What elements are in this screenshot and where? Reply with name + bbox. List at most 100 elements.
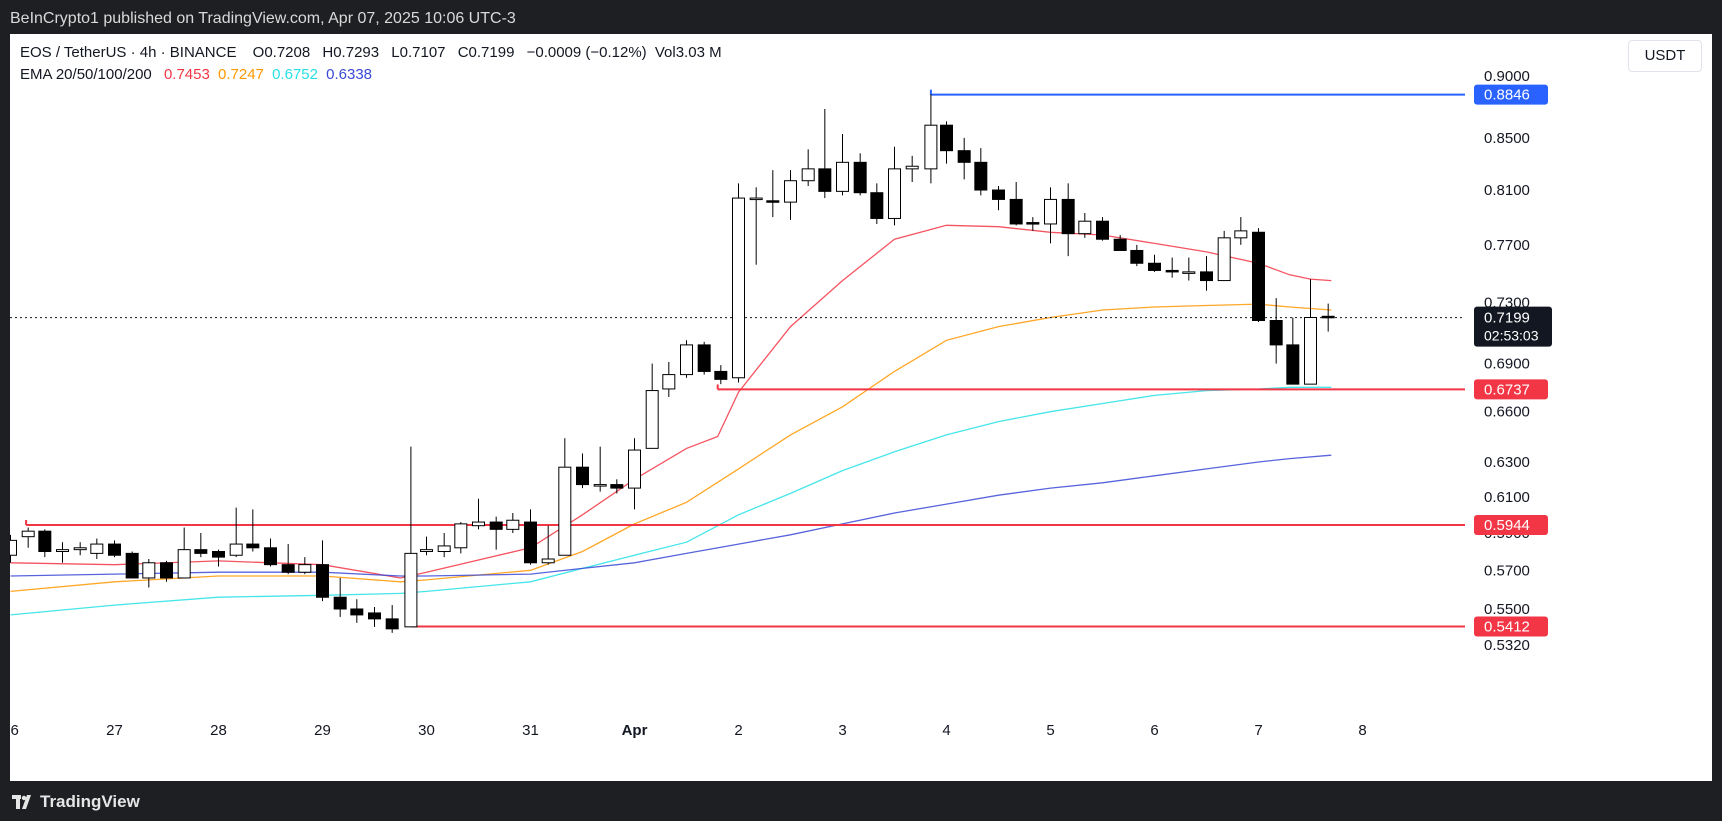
candle-body-58 xyxy=(1009,198,1023,225)
ema-line-3 xyxy=(10,454,1332,577)
y-tick-label-7: 0.6300 xyxy=(1484,454,1530,471)
candle-body-7 xyxy=(125,552,139,579)
ema-legend: EMA 20/50/100/200 0.7453 0.7247 0.6752 0… xyxy=(20,66,376,83)
tradingview-logo[interactable]: TradingView xyxy=(12,792,140,812)
open-value: 0.7208 xyxy=(264,44,311,61)
candle-body-75 xyxy=(1304,316,1317,385)
level-tag-1 xyxy=(1474,379,1548,400)
candle-body-57 xyxy=(992,189,1005,200)
candle-body-19 xyxy=(333,596,347,610)
last-price-value: 0.7199 xyxy=(1484,310,1530,327)
ema-line-0 xyxy=(10,224,1332,579)
candle-body-63 xyxy=(1096,220,1109,240)
candle-body-55 xyxy=(957,150,971,163)
candle-body-8 xyxy=(142,562,156,579)
candle-body-27 xyxy=(472,521,485,527)
candle-body-20 xyxy=(350,608,364,616)
candle-body-61 xyxy=(1061,198,1075,235)
candle-body-23 xyxy=(404,552,418,628)
footer: TradingView xyxy=(0,781,1722,821)
candle-body-2 xyxy=(38,530,52,553)
candle-body-21 xyxy=(368,612,381,620)
candle-body-22 xyxy=(385,618,399,630)
y-tick-label-5: 0.6900 xyxy=(1484,356,1530,373)
x-tick-label-6: Apr xyxy=(622,722,648,739)
x-tick-label-7: 2 xyxy=(734,722,742,739)
candle-body-10 xyxy=(177,549,191,579)
volume-label: Vol xyxy=(654,44,676,61)
last-price-tag xyxy=(1474,306,1552,347)
candle-body-32 xyxy=(558,466,572,556)
x-tick-label-2: 28 xyxy=(210,722,227,739)
low-value: 0.7107 xyxy=(399,44,446,61)
tradingview-icon xyxy=(12,795,31,809)
candle-body-6 xyxy=(108,543,121,556)
x-tick-label-11: 6 xyxy=(1150,722,1158,739)
x-tick-label-10: 5 xyxy=(1046,722,1054,739)
ema-label[interactable]: EMA 20/50/100/200 xyxy=(20,66,152,83)
candle-body-50 xyxy=(870,192,884,219)
ema50-value: 0.7247 xyxy=(218,66,264,83)
high-label: H xyxy=(322,44,334,61)
candle-body-28 xyxy=(489,521,503,530)
footer-brand: TradingView xyxy=(40,792,140,811)
candle-body-51 xyxy=(888,168,901,219)
x-tick-label-13: 8 xyxy=(1358,722,1366,739)
y-tick-label-8: 0.6100 xyxy=(1484,489,1530,506)
chart-panel[interactable]: 0.9000 0.8500 0.8100 0.7700 0.7300 0.6900 0.66… xyxy=(10,34,1712,781)
candle-body-48 xyxy=(836,161,849,192)
candle-body-42 xyxy=(732,197,745,379)
candle-body-68 xyxy=(1182,271,1196,274)
y-tick-label-12: 0.5320 xyxy=(1484,637,1530,654)
candle-body-74 xyxy=(1286,344,1300,385)
level-tag-label-1: 0.6737 xyxy=(1484,381,1530,398)
candle-body-41 xyxy=(714,370,728,380)
candle-body-71 xyxy=(1234,230,1248,239)
candle-body-36 xyxy=(628,449,641,489)
symbol-label[interactable]: EOS / TetherUS · 4h · BINANCE xyxy=(20,44,237,61)
price-chart[interactable]: 0.90000.85000.81000.77000.73000.69000.66… xyxy=(10,34,1712,781)
ema-line-2 xyxy=(10,386,1332,616)
candle-body-49 xyxy=(853,161,867,194)
candle-body-26 xyxy=(454,523,468,549)
candle-body-17 xyxy=(298,564,312,573)
ema-line-1 xyxy=(10,303,1332,593)
y-tick-label-3: 0.7700 xyxy=(1484,237,1530,254)
y-tick-label-2: 0.8100 xyxy=(1484,182,1530,199)
candle-body-29 xyxy=(506,519,520,530)
close-label: C xyxy=(457,44,469,61)
candle-body-39 xyxy=(680,344,693,376)
candle-body-5 xyxy=(90,543,104,554)
ema100-value: 0.6752 xyxy=(272,66,318,83)
y-tick-label-10: 0.5700 xyxy=(1484,562,1530,579)
x-tick-label-12: 7 xyxy=(1254,722,1262,739)
candle-body-3 xyxy=(56,549,69,553)
candle-body-13 xyxy=(229,543,243,556)
change-value: −0.0009 (−0.12%) xyxy=(526,44,647,61)
open-label: O xyxy=(252,44,265,61)
candle-body-65 xyxy=(1130,249,1144,264)
candle-body-72 xyxy=(1252,231,1265,322)
x-tick-label-4: 30 xyxy=(418,722,435,739)
volume-value: 3.03 M xyxy=(675,44,722,61)
last-price-countdown: 02:53:03 xyxy=(1484,328,1539,344)
candle-body-67 xyxy=(1165,269,1179,273)
candle-body-37 xyxy=(645,390,659,449)
candle-body-43 xyxy=(749,197,763,201)
candle-body-0 xyxy=(10,539,17,556)
candle-body-1 xyxy=(21,530,35,538)
candle-body-18 xyxy=(316,564,329,598)
level-tag-2 xyxy=(1474,514,1548,535)
y-tick-label-1: 0.8500 xyxy=(1484,130,1530,147)
candle-body-46 xyxy=(801,168,815,182)
candle-body-11 xyxy=(194,549,208,554)
candle-body-31 xyxy=(541,558,555,564)
candle-body-24 xyxy=(420,549,433,553)
currency-button[interactable]: USDT xyxy=(1628,40,1702,72)
level-tag-label-0: 0.8846 xyxy=(1484,87,1530,104)
candle-body-76 xyxy=(1321,315,1335,319)
candle-body-16 xyxy=(281,564,295,573)
candle-body-33 xyxy=(576,466,589,486)
y-tick-label-11: 0.5500 xyxy=(1484,601,1530,618)
candle-body-40 xyxy=(697,344,711,372)
